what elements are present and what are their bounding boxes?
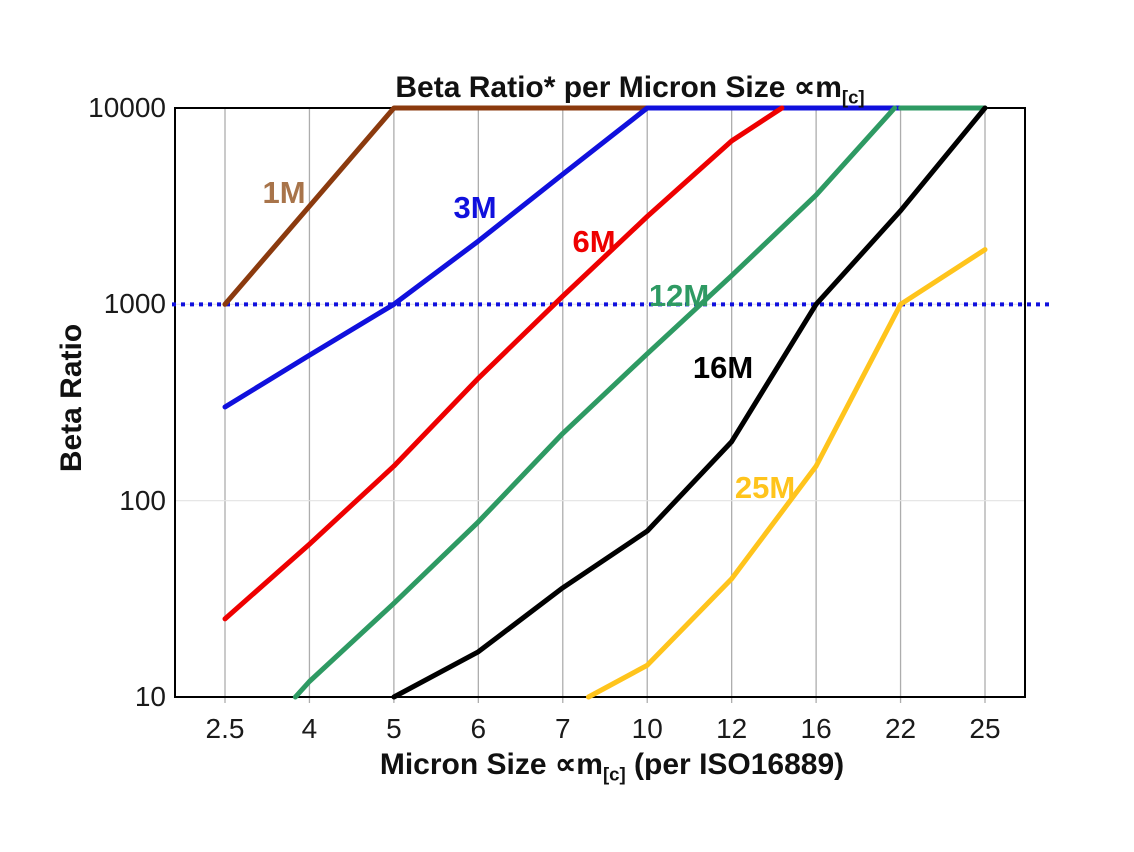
series-label-6M: 6M bbox=[572, 224, 616, 259]
x-tick-25: 25 bbox=[969, 713, 1001, 744]
x-axis-label-post: (per ISO16889) bbox=[625, 748, 845, 781]
series-line-6M bbox=[222, 105, 785, 622]
x-tick-10: 10 bbox=[631, 713, 663, 744]
chart-title-subscript: [c] bbox=[841, 86, 865, 108]
x-tick-22: 22 bbox=[884, 713, 917, 744]
series-label-25M: 25M bbox=[734, 470, 796, 505]
x-axis-label-subscript: [c] bbox=[602, 763, 626, 785]
x-tick-5: 5 bbox=[386, 713, 402, 744]
x-tick-16: 16 bbox=[800, 713, 832, 744]
x-axis-label: Micron Size ∝m[c] (per ISO16889) bbox=[380, 747, 844, 786]
y-tick-1000: 1000 bbox=[103, 288, 166, 320]
x-axis-label-pre: Micron Size ∝m bbox=[379, 748, 603, 781]
y-tick-10: 10 bbox=[134, 681, 166, 712]
series-label-16M: 16M bbox=[692, 350, 754, 385]
x-tick-6: 6 bbox=[470, 713, 487, 744]
chart-title: Beta Ratio* per Micron Size ∝m[c] bbox=[395, 70, 864, 109]
series-line-3M bbox=[222, 105, 904, 410]
series-line-12M bbox=[292, 105, 988, 700]
x-tick-12: 12 bbox=[716, 713, 748, 744]
y-tick-10000: 10000 bbox=[88, 92, 166, 123]
series-line-25M bbox=[586, 247, 988, 700]
chart-title-main: Beta Ratio* per Micron Size ∝m bbox=[395, 71, 842, 104]
series-label-3M: 3M bbox=[453, 190, 497, 225]
series-line-1M bbox=[222, 105, 650, 307]
y-axis-label: Beta Ratio bbox=[55, 323, 88, 473]
series-line-16M bbox=[391, 105, 988, 700]
series-label-12M: 12M bbox=[648, 278, 710, 313]
x-tick-7: 7 bbox=[554, 713, 571, 744]
y-tick-100: 100 bbox=[119, 484, 166, 516]
x-tick-2.5: 2.5 bbox=[205, 713, 245, 744]
x-tick-4: 4 bbox=[301, 713, 318, 744]
series-label-1M: 1M bbox=[262, 175, 306, 210]
